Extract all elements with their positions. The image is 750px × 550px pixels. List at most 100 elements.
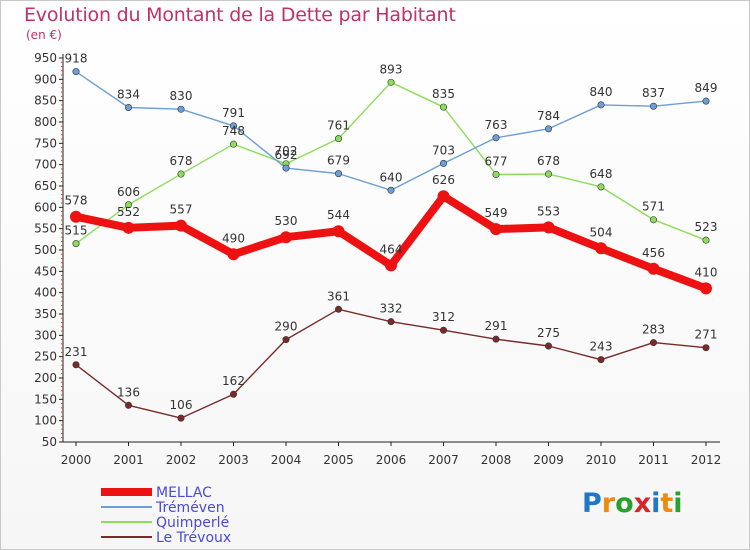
data-label: 761 (327, 119, 350, 133)
data-point (544, 342, 552, 350)
data-label: 748 (222, 124, 245, 138)
y-tick-label: 250 (34, 350, 57, 364)
chart-title: Evolution du Montant de la Dette par Hab… (24, 4, 456, 26)
data-point (597, 101, 605, 109)
data-label: 464 (380, 242, 403, 256)
legend-label: Tréméven (155, 500, 225, 516)
data-label: 553 (537, 204, 560, 218)
x-tick-label: 2005 (323, 453, 354, 467)
data-label: 312 (432, 310, 455, 324)
y-tick-label: 300 (34, 328, 57, 342)
data-point (175, 219, 187, 232)
data-label: 231 (65, 345, 88, 359)
data-point (72, 361, 80, 369)
data-label: 626 (432, 173, 455, 187)
data-label: 837 (642, 86, 665, 100)
data-point (125, 401, 133, 409)
data-point (72, 240, 80, 248)
logo-letter: o (615, 488, 634, 519)
x-tick-label: 2008 (481, 453, 512, 467)
y-tick-label: 900 (34, 72, 57, 86)
data-label: 290 (275, 320, 298, 334)
logo-letter: P (582, 488, 602, 519)
legend-label: Quimperlé (156, 515, 229, 531)
y-tick-label: 500 (34, 243, 57, 257)
data-label: 291 (485, 319, 508, 333)
data-point (595, 242, 607, 255)
y-tick-label: 650 (34, 179, 57, 193)
logo-letter: i (651, 488, 661, 519)
data-label: 410 (695, 265, 718, 279)
data-label: 849 (695, 81, 718, 95)
data-label: 136 (117, 385, 140, 399)
x-tick-label: 2006 (376, 453, 407, 467)
data-point (649, 216, 657, 224)
data-point (70, 210, 82, 223)
data-point (280, 231, 292, 244)
y-tick-label: 50 (42, 435, 57, 449)
data-point (649, 339, 657, 347)
data-label: 679 (327, 154, 350, 168)
data-label: 835 (432, 87, 455, 101)
x-tick-label: 2004 (271, 453, 302, 467)
data-point (492, 170, 500, 178)
logo-letter: i (673, 488, 683, 519)
x-tick-label: 2001 (113, 453, 144, 467)
data-point (332, 225, 345, 238)
data-label: 640 (380, 170, 403, 184)
data-label: 893 (380, 62, 403, 76)
data-label: 763 (485, 118, 508, 132)
data-point (437, 190, 450, 203)
x-tick-label: 2002 (166, 453, 197, 467)
data-label: 830 (170, 89, 193, 103)
logo-letter: t (660, 488, 674, 519)
data-point (125, 103, 133, 111)
data-label: 918 (65, 52, 88, 66)
data-point (702, 344, 710, 352)
data-label: 840 (590, 85, 613, 99)
x-tick-label: 2000 (61, 453, 92, 467)
data-label: 578 (65, 194, 88, 208)
data-point (439, 159, 447, 167)
data-point (177, 414, 185, 422)
chart-subtitle: (en €) (26, 28, 62, 42)
data-point (649, 102, 657, 110)
y-tick-label: 550 (34, 222, 57, 236)
data-label: 549 (485, 206, 508, 220)
data-label: 606 (117, 185, 140, 199)
data-label: 283 (642, 323, 665, 337)
data-point (282, 336, 290, 344)
data-point (122, 221, 135, 234)
data-point (544, 170, 552, 178)
axes: 50 100 150 200 250 300 350 400 450 500 550 600 650 70… (34, 51, 721, 467)
data-point (597, 356, 605, 364)
y-tick-label: 100 (34, 414, 57, 428)
y-tick-label: 800 (34, 115, 57, 129)
data-point (387, 186, 395, 194)
data-point (702, 236, 710, 244)
data-point (702, 97, 710, 105)
data-point (125, 201, 133, 209)
y-tick-label: 200 (34, 371, 57, 385)
proxiti-logo: Proxiti (582, 488, 683, 519)
data-label: 703 (432, 143, 455, 157)
data-point (72, 68, 80, 76)
legend-label: Le Trévoux (156, 530, 231, 546)
logo-letter: r (601, 488, 616, 519)
y-tick-label: 150 (34, 392, 57, 406)
data-label: 791 (222, 106, 245, 120)
data-label: 504 (590, 225, 613, 239)
data-label: 552 (117, 205, 140, 219)
x-tick-label: 2007 (428, 453, 459, 467)
data-label: 456 (642, 246, 665, 260)
data-label: 678 (170, 154, 193, 168)
x-tick-label: 2012 (691, 453, 722, 467)
data-label: 834 (117, 87, 140, 101)
data-point (387, 318, 395, 326)
data-label: 530 (275, 214, 298, 228)
x-tick-label: 2003 (218, 453, 249, 467)
data-point (492, 134, 500, 142)
data-label: 490 (222, 231, 245, 245)
